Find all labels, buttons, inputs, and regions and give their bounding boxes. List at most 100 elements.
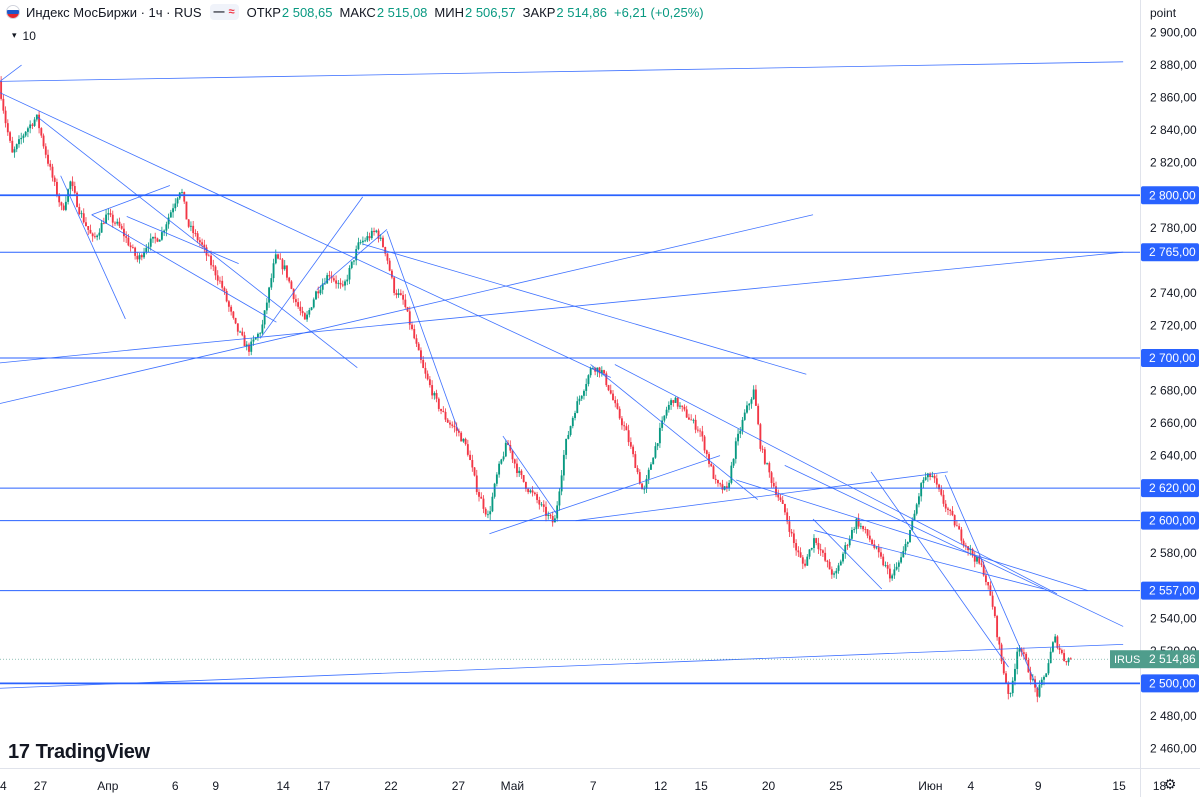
candle-body [89, 229, 92, 234]
candle-body [42, 135, 45, 147]
candle-body [105, 214, 108, 224]
candle-body [658, 427, 661, 444]
candle-body [471, 460, 474, 468]
compare-toggle[interactable]: — ≈ [209, 4, 239, 20]
candle-body [763, 449, 766, 464]
candle-body [815, 538, 818, 543]
candle-body [457, 430, 460, 433]
trend-line [91, 185, 171, 216]
candle-body [683, 406, 686, 410]
candle-body [64, 201, 67, 210]
settings-gear-icon[interactable]: ⚙ [1163, 776, 1177, 792]
candle-body [819, 549, 822, 551]
candle-body [198, 240, 201, 243]
symbol-title[interactable]: Индекс МосБиржи · 1ч · RUS [26, 4, 202, 20]
candle-body [705, 450, 708, 455]
candle-body [788, 521, 791, 532]
candle-body [60, 202, 63, 206]
candle-body [136, 255, 139, 260]
level-price-badge [1141, 186, 1199, 205]
trend-line [489, 455, 721, 535]
level-price-badge [1141, 581, 1199, 600]
candle-body [375, 230, 378, 232]
candle-body [96, 235, 99, 238]
candle-body [379, 237, 382, 239]
candle-body [210, 255, 212, 266]
last-price-badge [1142, 650, 1199, 669]
candle-body [540, 504, 543, 506]
time-tick-label: 9 [1035, 779, 1042, 793]
candle-body [629, 442, 632, 447]
trend-line [0, 214, 814, 404]
candle-body [806, 556, 809, 566]
candle-body [743, 412, 746, 420]
tradingview-logo[interactable]: 17 TradingView [8, 741, 150, 764]
price-tick-label: 2 680,00 [1150, 384, 1197, 398]
high-label: МАКС [339, 4, 376, 20]
trend-line [126, 216, 239, 264]
candle-body [321, 283, 324, 290]
price-axis-unit[interactable]: point [1150, 6, 1177, 20]
candle-body [120, 226, 123, 229]
candle-body [466, 444, 469, 455]
time-tick-label: 4 [967, 779, 974, 793]
candle-body [645, 478, 648, 489]
candle-body [513, 459, 516, 464]
candle-body [839, 561, 842, 566]
candle-body [1018, 649, 1021, 652]
candle-body [78, 207, 81, 215]
candle-body [721, 484, 724, 490]
candle-body [6, 123, 9, 133]
minus-icon: — [213, 6, 225, 18]
candle-body [149, 238, 152, 247]
candle-body [926, 473, 929, 478]
candle-body [51, 166, 54, 178]
candle-body [1060, 649, 1063, 654]
candle-body [591, 368, 594, 369]
candle-body [428, 379, 431, 386]
candle-body [538, 499, 541, 505]
candle-body [449, 422, 451, 425]
candle-body [882, 556, 885, 566]
candle-body [464, 438, 467, 445]
low-label: МИН [434, 4, 464, 20]
candle-body [482, 498, 485, 509]
candle-body [942, 494, 945, 504]
candle-body [201, 242, 204, 245]
candle-body [781, 500, 784, 504]
last-price-label: 2 514,86 [1149, 652, 1196, 666]
candle-body [717, 479, 719, 484]
candle-body [294, 299, 297, 303]
candle-body [757, 405, 760, 425]
candle-body [404, 299, 407, 308]
candle-body [598, 367, 601, 374]
candle-body [558, 491, 561, 506]
candle-body [714, 478, 717, 480]
trend-line [944, 474, 1039, 691]
candle-body [442, 410, 445, 412]
candle-body [940, 489, 943, 495]
candle-body [690, 419, 693, 421]
candle-body [107, 213, 110, 215]
candle-body [127, 237, 130, 246]
candle-body [364, 240, 367, 242]
candle-body [585, 384, 588, 391]
tradingview-mark-icon: 17 [8, 741, 30, 763]
candle-body [437, 398, 440, 409]
trend-line [784, 464, 1124, 627]
candle-body [69, 181, 72, 190]
candle-body [846, 545, 849, 546]
candle-body [703, 436, 706, 451]
candle-body [234, 317, 237, 324]
candle-body [1016, 651, 1019, 669]
candle-body [944, 503, 947, 509]
candle-body [102, 222, 105, 224]
volume-indicator-toggle[interactable]: ▾ 10 [6, 26, 42, 45]
candle-body [656, 443, 659, 447]
candle-body [618, 408, 621, 419]
candle-body [118, 221, 121, 227]
price-tick-label: 2 780,00 [1150, 221, 1197, 235]
candle-body [958, 526, 961, 530]
